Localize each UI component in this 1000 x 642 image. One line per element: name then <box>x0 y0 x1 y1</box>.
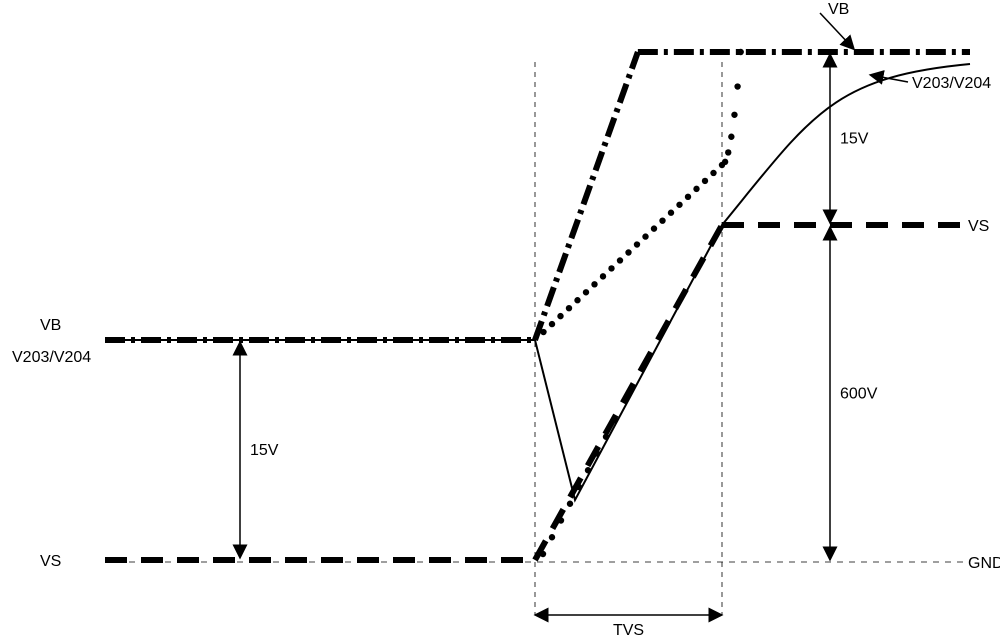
vs-rise-line <box>535 225 722 560</box>
dotted-up-dot <box>625 249 631 255</box>
label-vb-left: VB <box>40 317 61 334</box>
label-v203-left: V203/V204 <box>12 349 91 366</box>
dotted-up-dot <box>659 217 665 223</box>
dotted-low-dot <box>567 501 573 507</box>
diagram-canvas: VB V203/V204 VS VS GND VB V203/V204 15V 15V 600V T… <box>0 0 1000 642</box>
dotted-up-dot <box>651 225 657 231</box>
dotted-up-dot <box>728 134 734 140</box>
dotted-low-dot <box>594 450 600 456</box>
dotted-low-dot <box>549 534 555 540</box>
dotted-low-dot <box>603 434 609 440</box>
label-v203-right: V203/V204 <box>912 75 991 92</box>
dotted-up-dot <box>557 313 563 319</box>
dotted-up-dot <box>540 329 546 335</box>
label-gnd-right: GND <box>968 555 1000 572</box>
label-vs-right: VS <box>968 218 989 235</box>
dotted-up-dot <box>738 49 744 55</box>
dotted-low-dot <box>612 417 618 423</box>
label-vs-left: VS <box>40 553 61 570</box>
label-15v-right: 15V <box>840 131 869 148</box>
dotted-low-dot <box>576 484 582 490</box>
dotted-up-dot <box>722 159 728 165</box>
dotted-up-dot <box>600 273 606 279</box>
dotted-up-dot <box>693 186 699 192</box>
dotted-up-dot <box>608 265 614 271</box>
dotted-low-dot <box>558 517 564 523</box>
dotted-up-dot <box>566 305 572 311</box>
dotted-up-dot <box>583 289 589 295</box>
label-600v: 600V <box>840 386 878 403</box>
dotted-up-dot <box>549 321 555 327</box>
v203-v204-curve <box>105 64 970 500</box>
dotted-up-dot <box>734 83 740 89</box>
dotted-up-dot <box>676 202 682 208</box>
vb-rise-line <box>535 52 638 340</box>
dotted-up-dot <box>668 210 674 216</box>
dotted-up-dot <box>685 194 691 200</box>
dotted-up-dot <box>574 297 580 303</box>
diagram-svg: VB V203/V204 VS VS GND VB V203/V204 15V 15V 600V T… <box>0 0 1000 642</box>
dotted-up-dot <box>702 178 708 184</box>
dotted-up-dot <box>617 257 623 263</box>
dotted-up-dot <box>634 241 640 247</box>
dotted-up-dot <box>710 170 716 176</box>
label-tvs: TVS <box>613 622 644 639</box>
label-15v-left: 15V <box>250 442 279 459</box>
dotted-up-dot <box>725 149 731 155</box>
dotted-up-dot <box>642 233 648 239</box>
dotted-low-dot <box>540 551 546 557</box>
label-vb-top-right: VB <box>828 1 849 18</box>
dotted-low-dot <box>585 467 591 473</box>
dotted-up-dot <box>591 281 597 287</box>
dotted-up-dot <box>731 112 737 118</box>
